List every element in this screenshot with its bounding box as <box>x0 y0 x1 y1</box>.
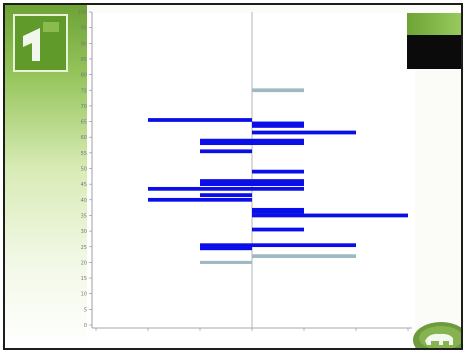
chart-bar <box>200 179 304 187</box>
chart-bars <box>148 88 408 264</box>
y-tick-label: 0 <box>84 323 87 329</box>
top-right-black-bar <box>407 35 461 69</box>
chart-axes <box>89 11 412 331</box>
y-tick-label: 40 <box>81 198 87 204</box>
y-tick-label: 20 <box>81 260 87 266</box>
y-tick-label: 85 <box>81 57 87 63</box>
chart-bar <box>200 243 356 248</box>
chart-bar <box>252 213 408 218</box>
y-tick-label: 95 <box>81 26 87 32</box>
chart-bar <box>252 121 304 128</box>
left-green-strip <box>5 5 87 348</box>
elephant-silhouette-icon <box>409 314 461 348</box>
y-tick-label: 90 <box>81 41 87 47</box>
y-tick-label: 35 <box>81 213 87 219</box>
y-tick-label: 5 <box>84 307 87 313</box>
chart-bar <box>200 260 252 264</box>
chart-bar <box>148 197 252 202</box>
top-right-green-bar <box>407 13 461 35</box>
y-tick-label: 10 <box>81 292 87 298</box>
chart-bar <box>200 193 252 197</box>
chart-bar <box>252 227 304 232</box>
y-tick-label: 45 <box>81 182 87 188</box>
y-tick-label: 70 <box>81 104 87 110</box>
chart-bar <box>200 246 252 251</box>
chart-bar <box>200 138 304 146</box>
logo-icon <box>13 14 68 72</box>
chart-bar <box>148 118 252 122</box>
chart-tick-labels: 0 5 10 15 20 25 30 35 40 45 50 55 60 65 70 75 80 85 90 95 10… <box>77 10 87 329</box>
chart-bar <box>252 88 304 93</box>
chart-bar <box>200 149 252 154</box>
chart-bar <box>252 254 356 259</box>
chart-bar <box>252 169 304 174</box>
chart-bar <box>148 186 304 191</box>
y-tick-label: 15 <box>81 276 87 282</box>
slide-frame <box>3 3 463 350</box>
y-tick-label: 75 <box>81 88 87 94</box>
y-tick-label: 80 <box>81 73 87 79</box>
y-tick-label: 25 <box>81 245 87 251</box>
y-tick-label: 65 <box>81 120 87 126</box>
chart-bar <box>252 207 304 214</box>
chart-bar <box>252 130 356 135</box>
y-tick-label: 100 <box>77 10 87 16</box>
y-tick-label: 30 <box>81 229 87 235</box>
y-tick-label: 50 <box>81 167 87 173</box>
y-tick-label: 55 <box>81 151 87 157</box>
y-tick-label: 60 <box>81 135 87 141</box>
